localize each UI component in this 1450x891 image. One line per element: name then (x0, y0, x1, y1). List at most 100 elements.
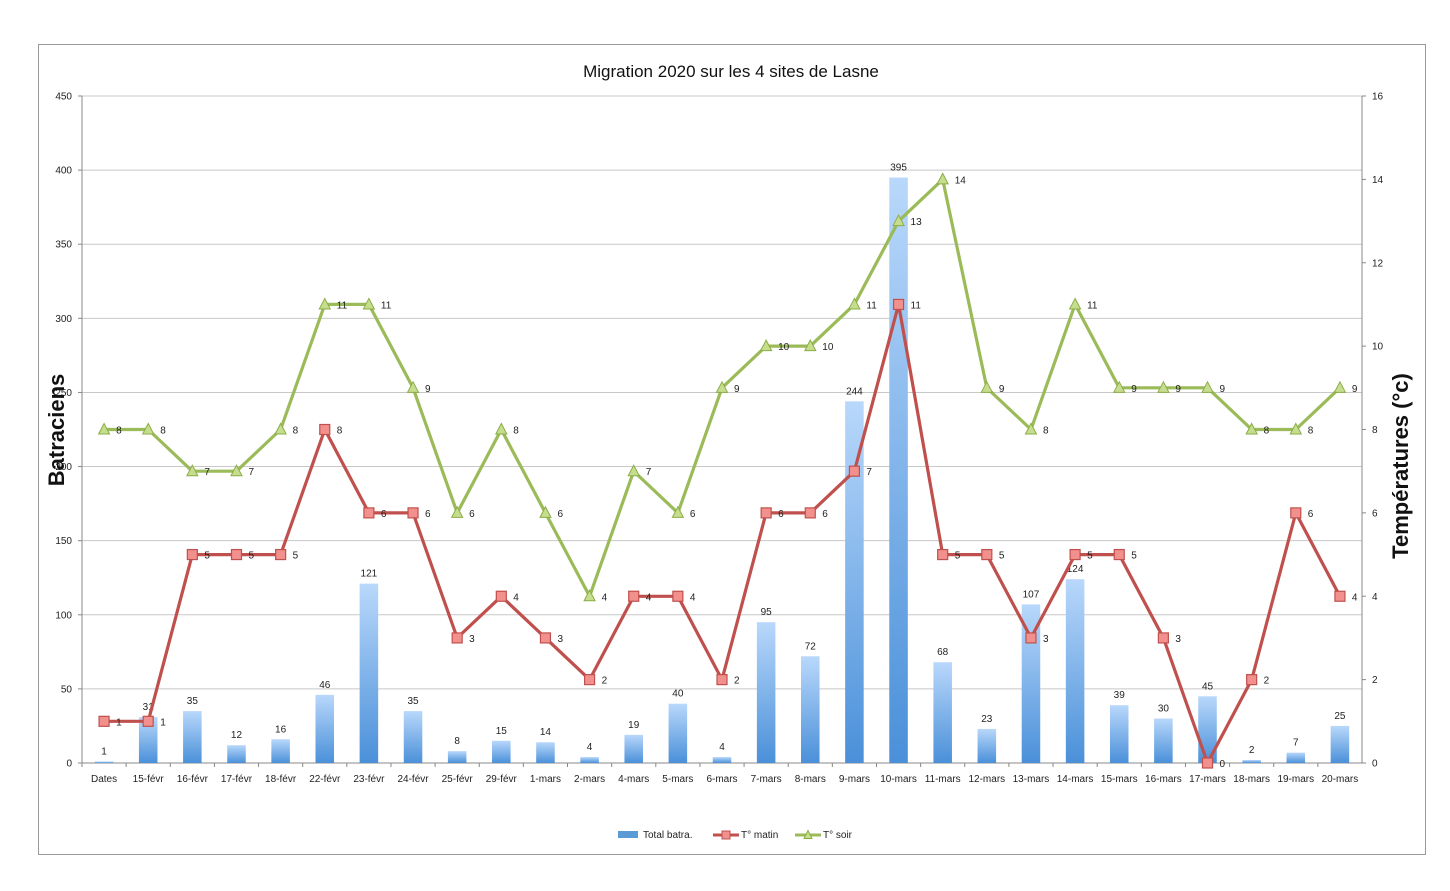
label-t-soir: 8 (1308, 426, 1314, 437)
y-right-tick-label: 8 (1372, 425, 1378, 436)
y-left-tick-label: 350 (55, 240, 72, 251)
label-t-matin: 6 (425, 509, 431, 520)
label-t-matin: 6 (778, 509, 784, 520)
bar (227, 745, 246, 763)
x-tick-label: 1-mars (530, 774, 561, 785)
x-tick-label: 2-mars (574, 774, 605, 785)
marker-t-soir (362, 297, 376, 310)
marker-t-matin (1201, 757, 1214, 769)
x-tick-label: 15-mars (1101, 774, 1138, 785)
legend: Total batra. T° matin T° soir (618, 829, 853, 841)
bar (712, 757, 732, 763)
label-t-matin: 3 (1043, 634, 1049, 645)
bar-data-label: 7 (1293, 738, 1299, 749)
bar (1154, 718, 1173, 763)
label-t-soir: 10 (778, 342, 790, 353)
marker-t-matin (319, 423, 331, 436)
marker-t-matin (230, 548, 243, 561)
y-left-tick-label: 300 (55, 314, 72, 325)
x-tick-label: 23-févr (353, 774, 385, 785)
label-t-soir: 6 (557, 509, 563, 520)
bar-data-label: 4 (719, 742, 725, 753)
marker-t-matin (1157, 632, 1169, 644)
bar (1021, 604, 1041, 763)
marker-t-soir (759, 339, 773, 352)
x-tick-label: 20-mars (1322, 774, 1359, 785)
legend-label-total-batra: Total batra. (643, 830, 692, 841)
legend-marker-t-soir (803, 829, 813, 839)
bar (315, 694, 335, 763)
label-t-soir: 8 (513, 426, 519, 437)
legend-swatch-total-batra (618, 831, 638, 838)
marker-t-matin (1025, 632, 1037, 644)
label-t-matin: 3 (557, 634, 563, 645)
marker-t-soir (980, 380, 994, 393)
label-t-soir: 7 (204, 467, 210, 478)
marker-t-soir (494, 422, 508, 435)
label-t-soir: 11 (337, 300, 348, 311)
label-t-matin: 8 (337, 426, 343, 437)
label-t-matin: 5 (1087, 551, 1093, 562)
marker-t-soir (1157, 380, 1170, 393)
x-tick-label: 25-févr (442, 774, 474, 785)
marker-t-soir (1201, 380, 1214, 393)
label-t-matin: 11 (911, 300, 922, 311)
label-t-matin: 4 (690, 592, 696, 603)
marker-t-soir (1024, 422, 1038, 435)
y-left-tick-label: 150 (55, 536, 72, 547)
bar (668, 703, 688, 763)
bar (801, 656, 820, 763)
marker-t-soir (539, 505, 552, 518)
x-tick-label: 11-mars (925, 774, 961, 785)
x-tick-label: 6-mars (706, 774, 737, 785)
bar-data-label: 35 (407, 696, 419, 707)
marker-t-soir (230, 464, 243, 477)
x-tick-label: 16-févr (177, 774, 209, 785)
label-t-soir: 6 (469, 509, 475, 520)
label-t-soir: 6 (690, 509, 696, 520)
x-tick-label: 5-mars (662, 774, 693, 785)
label-t-matin: 5 (204, 551, 210, 562)
y-right-tick-label: 16 (1372, 92, 1384, 103)
marker-t-soir (936, 172, 950, 185)
y-left-tick-label: 0 (66, 759, 72, 770)
bar (1330, 725, 1350, 763)
label-t-soir: 10 (822, 342, 834, 353)
label-t-matin: 5 (293, 551, 299, 562)
marker-t-soir (1333, 380, 1347, 393)
bar (580, 757, 599, 763)
label-t-soir: 9 (1220, 384, 1226, 395)
chart-frame (38, 44, 1426, 855)
bar (1109, 705, 1129, 763)
y-left-tick-label: 250 (55, 388, 72, 399)
y-left-tick-label: 450 (55, 92, 72, 103)
x-tick-label: 24-févr (397, 774, 429, 785)
bar (271, 739, 290, 763)
marker-t-matin (1290, 507, 1302, 519)
bar-data-label: 19 (628, 720, 640, 731)
bar-data-label: 68 (937, 647, 949, 658)
label-t-soir: 8 (293, 426, 299, 437)
bar (536, 742, 555, 763)
bar-data-label: 12 (231, 730, 243, 741)
marker-t-soir (186, 464, 199, 477)
bar-data-label: 35 (187, 696, 199, 707)
x-tick-label: 29-févr (486, 774, 518, 785)
bar-data-label: 23 (981, 714, 993, 725)
bar-data-label: 2 (1249, 745, 1255, 756)
y-left-tick-label: 200 (55, 462, 72, 473)
bar (403, 711, 423, 763)
marker-t-soir (803, 339, 817, 352)
label-t-soir: 4 (602, 592, 608, 603)
label-t-matin: 6 (1308, 509, 1314, 520)
bar-data-label: 40 (672, 689, 684, 700)
label-t-matin: 5 (248, 551, 254, 562)
bar-data-label: 45 (1202, 681, 1214, 692)
marker-t-soir (1289, 422, 1303, 435)
label-t-matin: 0 (1220, 759, 1226, 770)
marker-t-soir (1112, 380, 1126, 393)
marker-t-matin (275, 548, 287, 561)
marker-t-matin (672, 590, 684, 602)
bar (624, 734, 643, 763)
x-tick-label: 4-mars (618, 774, 649, 785)
